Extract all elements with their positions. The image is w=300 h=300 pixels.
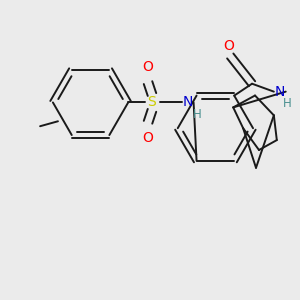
Text: O: O xyxy=(223,39,234,53)
Text: N: N xyxy=(274,85,285,99)
Text: H: H xyxy=(283,97,292,110)
Text: O: O xyxy=(142,60,154,74)
Text: N: N xyxy=(182,95,193,110)
Text: H: H xyxy=(193,108,202,121)
Text: S: S xyxy=(148,95,156,110)
Text: O: O xyxy=(142,131,154,145)
